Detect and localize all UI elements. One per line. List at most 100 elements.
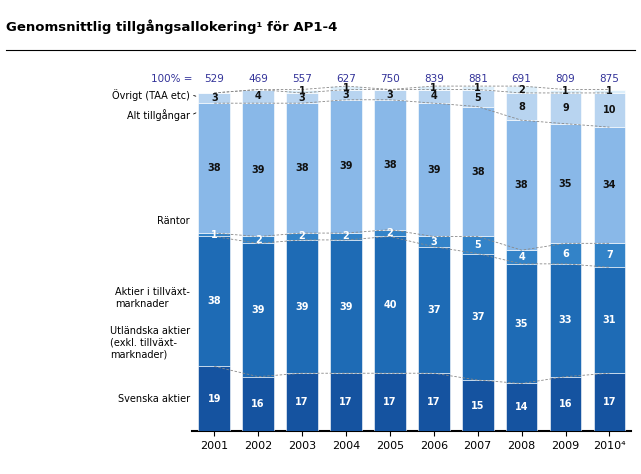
Text: 40: 40 <box>383 300 397 310</box>
Bar <box>287 373 318 431</box>
Text: 17: 17 <box>603 397 616 407</box>
Text: 35: 35 <box>559 179 572 189</box>
Text: Aktier i tillväxt-
marknader: Aktier i tillväxt- marknader <box>115 287 190 309</box>
Bar <box>550 243 581 264</box>
Text: 16: 16 <box>251 399 265 409</box>
Bar <box>418 247 449 373</box>
Text: 3: 3 <box>211 93 218 103</box>
Bar <box>242 90 274 103</box>
Bar <box>287 90 318 93</box>
Text: 39: 39 <box>251 305 265 315</box>
Bar <box>330 100 362 233</box>
Text: 1: 1 <box>342 83 349 93</box>
Text: 557: 557 <box>292 74 312 84</box>
Bar <box>462 86 494 90</box>
Bar <box>199 103 230 233</box>
Text: 33: 33 <box>559 315 572 325</box>
Text: 38: 38 <box>208 163 221 173</box>
Text: 38: 38 <box>208 296 221 307</box>
Text: 37: 37 <box>427 305 440 315</box>
Text: Utländska aktier
(exkl. tillväxt-
marknader): Utländska aktier (exkl. tillväxt- markna… <box>110 326 190 359</box>
Text: 2: 2 <box>342 231 349 241</box>
Text: 3: 3 <box>430 237 437 246</box>
Bar <box>462 380 494 431</box>
Bar <box>418 103 449 237</box>
Text: 10: 10 <box>603 105 616 115</box>
Text: 7: 7 <box>606 250 613 260</box>
Text: 39: 39 <box>296 301 309 311</box>
Text: 2: 2 <box>518 84 525 94</box>
Text: 17: 17 <box>427 397 440 407</box>
Bar <box>242 237 274 243</box>
Text: 691: 691 <box>512 74 531 84</box>
Bar <box>418 373 449 431</box>
Text: 38: 38 <box>515 180 528 190</box>
Bar <box>287 233 318 240</box>
Bar <box>550 90 581 93</box>
Bar <box>462 90 494 107</box>
Text: Räntor: Räntor <box>158 216 190 226</box>
Text: 529: 529 <box>204 74 224 84</box>
Text: 14: 14 <box>515 402 528 412</box>
Bar <box>550 93 581 124</box>
Bar <box>418 237 449 247</box>
Text: 38: 38 <box>296 163 309 173</box>
Bar <box>330 86 362 90</box>
Bar <box>374 230 406 237</box>
Bar <box>506 86 537 93</box>
Text: 39: 39 <box>427 165 440 175</box>
Text: 1: 1 <box>299 86 306 96</box>
Text: 8: 8 <box>518 101 525 111</box>
Bar <box>506 120 537 250</box>
Bar <box>287 103 318 233</box>
Text: 38: 38 <box>471 166 485 176</box>
Text: 750: 750 <box>380 74 400 84</box>
Text: Svenska aktier: Svenska aktier <box>118 394 190 404</box>
Bar <box>330 90 362 100</box>
Text: 39: 39 <box>339 301 353 311</box>
Bar <box>374 373 406 431</box>
Text: 3: 3 <box>299 93 306 103</box>
Text: 627: 627 <box>336 74 356 84</box>
Bar <box>506 250 537 264</box>
Bar <box>418 90 449 103</box>
Bar <box>550 124 581 243</box>
Bar <box>199 93 230 103</box>
Text: 37: 37 <box>471 312 485 322</box>
Text: Övrigt (TAA etc): Övrigt (TAA etc) <box>112 89 190 100</box>
Text: 809: 809 <box>556 74 576 84</box>
Text: 4: 4 <box>254 91 262 101</box>
Text: 4: 4 <box>518 252 525 262</box>
Text: 6: 6 <box>562 248 569 259</box>
Text: 16: 16 <box>559 399 572 409</box>
Bar <box>506 93 537 120</box>
Bar <box>330 373 362 431</box>
Text: 17: 17 <box>296 397 309 407</box>
Text: 17: 17 <box>383 397 397 407</box>
Bar <box>199 237 230 366</box>
Bar <box>594 373 625 431</box>
Text: 19: 19 <box>208 394 221 404</box>
Text: Genomsnittlig tillgångsallokering¹ för AP1-4: Genomsnittlig tillgångsallokering¹ för A… <box>6 19 338 34</box>
Text: 3: 3 <box>387 90 394 100</box>
Text: 5: 5 <box>474 240 481 250</box>
Text: 17: 17 <box>339 397 353 407</box>
Bar <box>330 240 362 373</box>
Bar <box>242 103 274 237</box>
Bar <box>594 90 625 93</box>
Text: 1: 1 <box>474 83 481 93</box>
Text: 100% =: 100% = <box>151 74 192 84</box>
Bar <box>594 127 625 243</box>
Bar <box>462 254 494 380</box>
Text: 1: 1 <box>562 86 569 96</box>
Bar <box>199 233 230 237</box>
Text: 38: 38 <box>383 160 397 170</box>
Text: 39: 39 <box>339 162 353 172</box>
Bar <box>462 107 494 237</box>
Text: 469: 469 <box>248 74 268 84</box>
Bar <box>550 377 581 431</box>
Text: 34: 34 <box>603 180 616 190</box>
Text: 1: 1 <box>606 86 613 96</box>
Bar <box>287 240 318 373</box>
Text: 2: 2 <box>254 235 262 245</box>
